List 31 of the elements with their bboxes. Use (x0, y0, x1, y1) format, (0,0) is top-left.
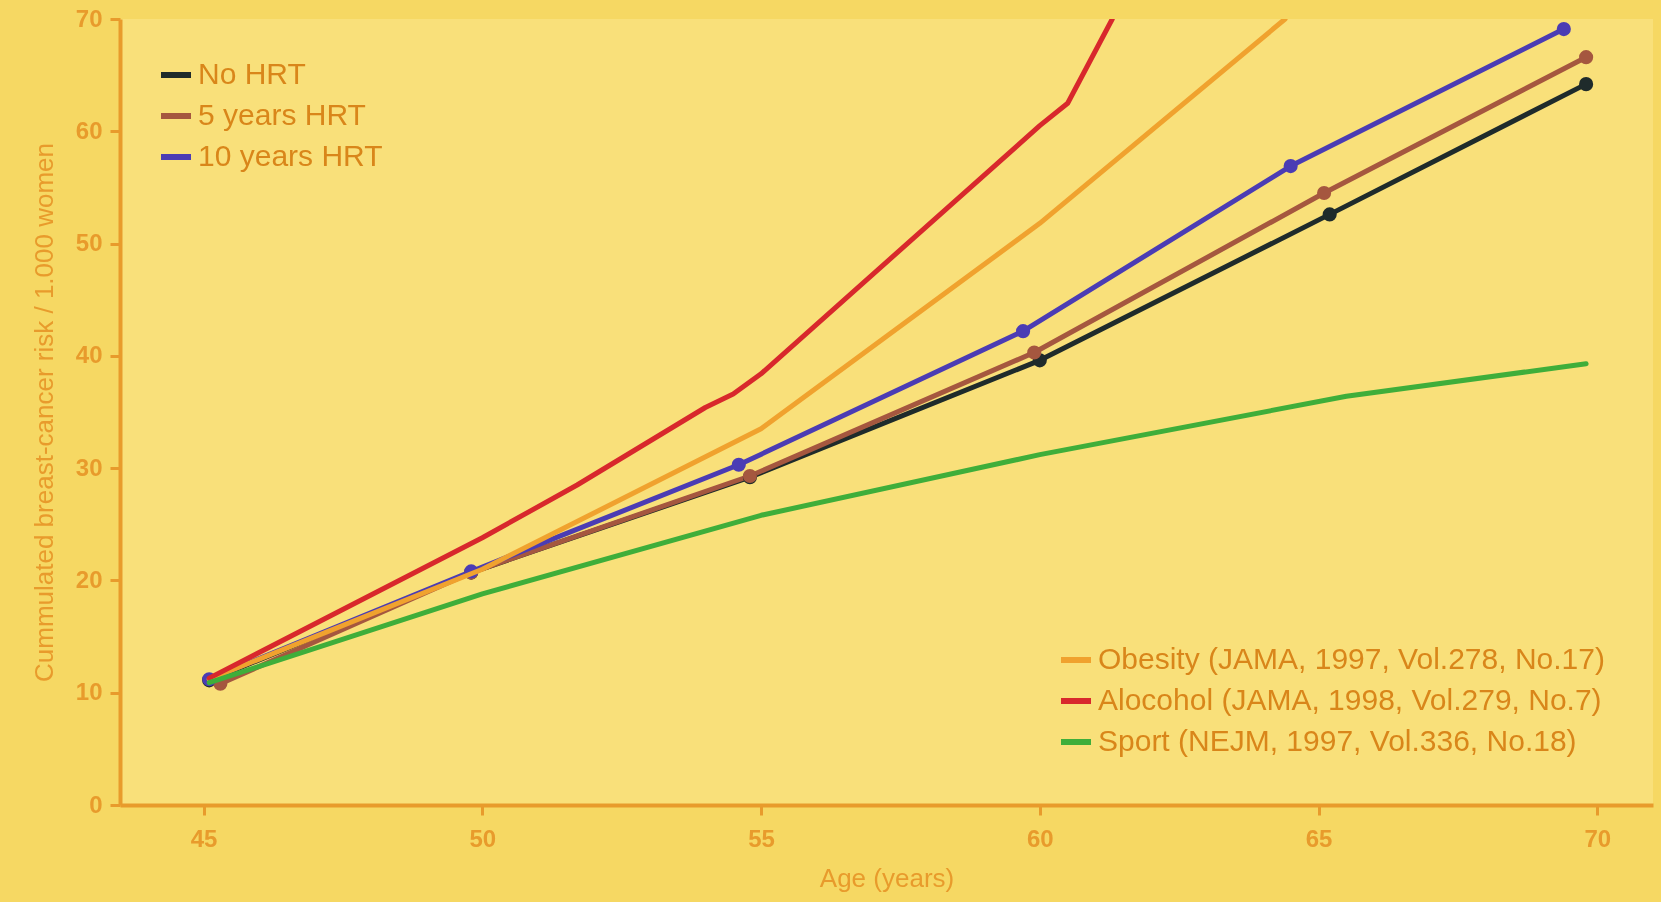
x-tick-label: 55 (748, 824, 775, 852)
point (1322, 207, 1337, 222)
x-tick-label: 70 (1584, 824, 1612, 852)
y-tick-label: 30 (75, 453, 103, 481)
x-axis-title: Age (years) (819, 862, 955, 893)
x-tick-label: 50 (469, 824, 497, 852)
legend-label: 5 years HRT (198, 98, 366, 131)
x-tick-label: 65 (1305, 824, 1333, 852)
y-tick-label: 10 (75, 678, 103, 706)
y-tick-label: 40 (75, 341, 103, 369)
point (1317, 185, 1332, 201)
x-tick-label: 60 (1026, 824, 1054, 852)
point (731, 457, 746, 472)
point (1556, 22, 1571, 37)
point (1283, 159, 1298, 174)
point (1579, 77, 1594, 92)
legend-label: 10 years HRT (198, 139, 383, 172)
legend-label: Sport (NEJM, 1997, Vol.336, No.18) (1098, 724, 1577, 757)
point (1016, 324, 1031, 339)
point (1579, 50, 1594, 65)
x-tick-label: 45 (190, 824, 218, 852)
y-tick-label: 70 (75, 4, 103, 32)
y-tick-label: 60 (75, 116, 103, 144)
y-tick-label: 50 (75, 229, 103, 257)
legend-label: Obesity (JAMA, 1997, Vol.278, No.17) (1098, 642, 1605, 675)
y-tick-label: 20 (75, 565, 103, 593)
y-axis-title: Cummulated breast-cancer risk / 1.000 women (28, 142, 59, 683)
legend-label: Alocohol (JAMA, 1998, Vol.279, No.7) (1098, 683, 1602, 716)
point (1027, 345, 1042, 360)
legend-label: No HRT (198, 57, 306, 90)
y-tick-label: 0 (89, 790, 103, 818)
